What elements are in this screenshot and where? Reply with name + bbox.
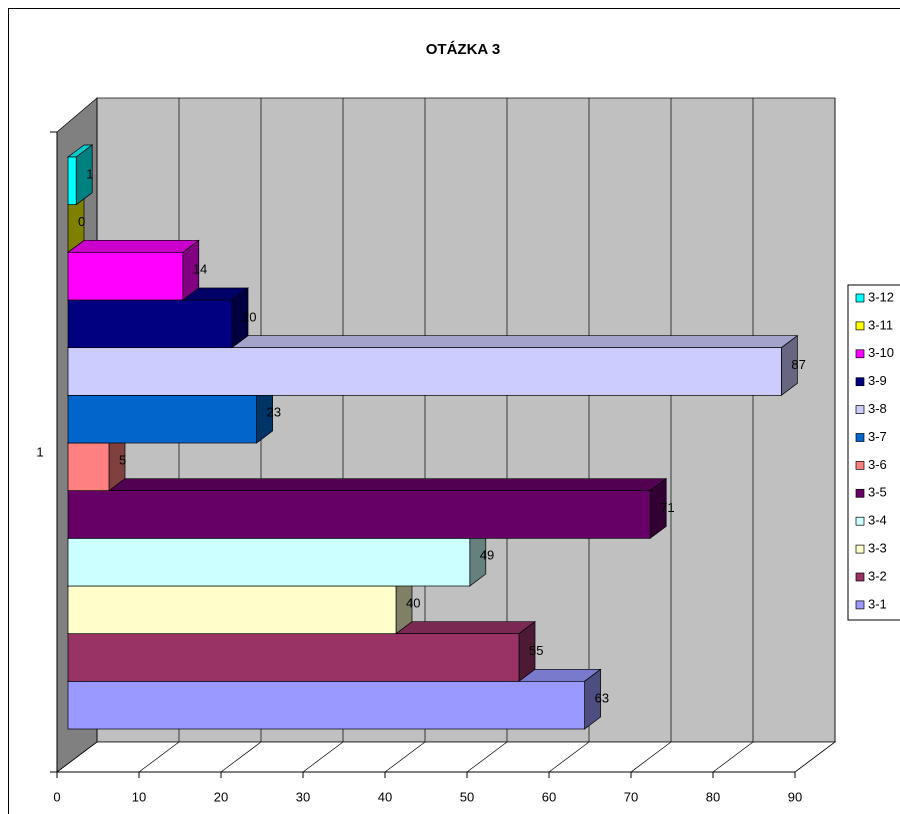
legend-box: [847, 284, 900, 621]
data-label: 55: [529, 643, 543, 658]
floor-line: [384, 741, 426, 773]
bar: [67, 442, 110, 492]
bar: [67, 537, 471, 587]
data-label: 0: [78, 214, 85, 229]
legend-swatch: [855, 516, 865, 526]
bar: [67, 251, 184, 301]
legend-swatch: [855, 321, 865, 331]
category-label: 1: [36, 444, 43, 459]
legend-label: 3-5: [868, 485, 887, 500]
floor: [55, 741, 837, 773]
legend-label: 3-10: [868, 345, 894, 360]
bar-top: [66, 239, 200, 253]
x-tick-label: 60: [542, 789, 556, 804]
data-label: 71: [660, 500, 674, 515]
data-label: 5: [119, 452, 126, 467]
chart-title: OTÁZKA 3: [426, 41, 500, 58]
floor-line: [56, 741, 98, 773]
legend-label: 3-4: [868, 513, 887, 528]
x-tick-label: 80: [706, 789, 720, 804]
legend-label: 3-7: [868, 429, 887, 444]
x-tick-label: 10: [132, 789, 146, 804]
x-tick-label: 70: [624, 789, 638, 804]
floor-line: [548, 741, 590, 773]
x-tick-label: 30: [296, 789, 310, 804]
data-label: 40: [406, 595, 420, 610]
bar: [67, 633, 520, 682]
legend-swatch: [855, 461, 865, 470]
legend-swatch: [855, 433, 865, 442]
legend-label: 3-6: [868, 457, 887, 472]
bar: [67, 156, 77, 206]
legend-label: 3-12: [868, 289, 894, 304]
floor-line: [466, 741, 508, 773]
data-label: 1: [86, 166, 93, 181]
x-tick-label: 50: [460, 789, 474, 804]
bar: [67, 490, 651, 539]
bar: [67, 394, 257, 444]
data-label: 49: [480, 548, 494, 563]
bar-top: [66, 478, 668, 492]
floor-line: [630, 741, 672, 773]
legend-label: 3-3: [868, 541, 887, 556]
legend-swatch: [855, 377, 865, 387]
legend-label: 3-9: [868, 373, 887, 388]
legend-label: 3-2: [868, 568, 887, 583]
data-label: 87: [791, 357, 805, 372]
data-label: 20: [242, 309, 256, 324]
bar: [67, 299, 233, 349]
x-tick-label: 90: [788, 789, 802, 804]
legend-swatch: [855, 405, 865, 414]
legend-label: 3-11: [868, 317, 893, 332]
data-label: 23: [267, 405, 281, 420]
bar: [67, 347, 782, 396]
data-label: 63: [595, 691, 609, 706]
legend-swatch: [855, 600, 865, 610]
x-tick-label: 20: [214, 789, 228, 804]
bar: [67, 585, 397, 635]
legend-label: 3-8: [868, 401, 887, 416]
data-label: 14: [193, 262, 207, 277]
floor-line: [712, 741, 754, 773]
legend-swatch: [855, 544, 865, 554]
legend-label: 3-1: [868, 596, 887, 611]
floor-line: [794, 741, 836, 773]
x-tick-label: 40: [378, 789, 392, 804]
floor-line: [302, 741, 344, 773]
legend-swatch: [855, 293, 865, 303]
floor-line: [138, 741, 180, 773]
bar: [67, 680, 585, 730]
legend-swatch: [855, 349, 865, 359]
floor-line: [220, 741, 262, 773]
x-tick-label: 0: [53, 789, 60, 804]
legend-swatch: [855, 572, 865, 582]
legend-swatch: [855, 488, 865, 498]
